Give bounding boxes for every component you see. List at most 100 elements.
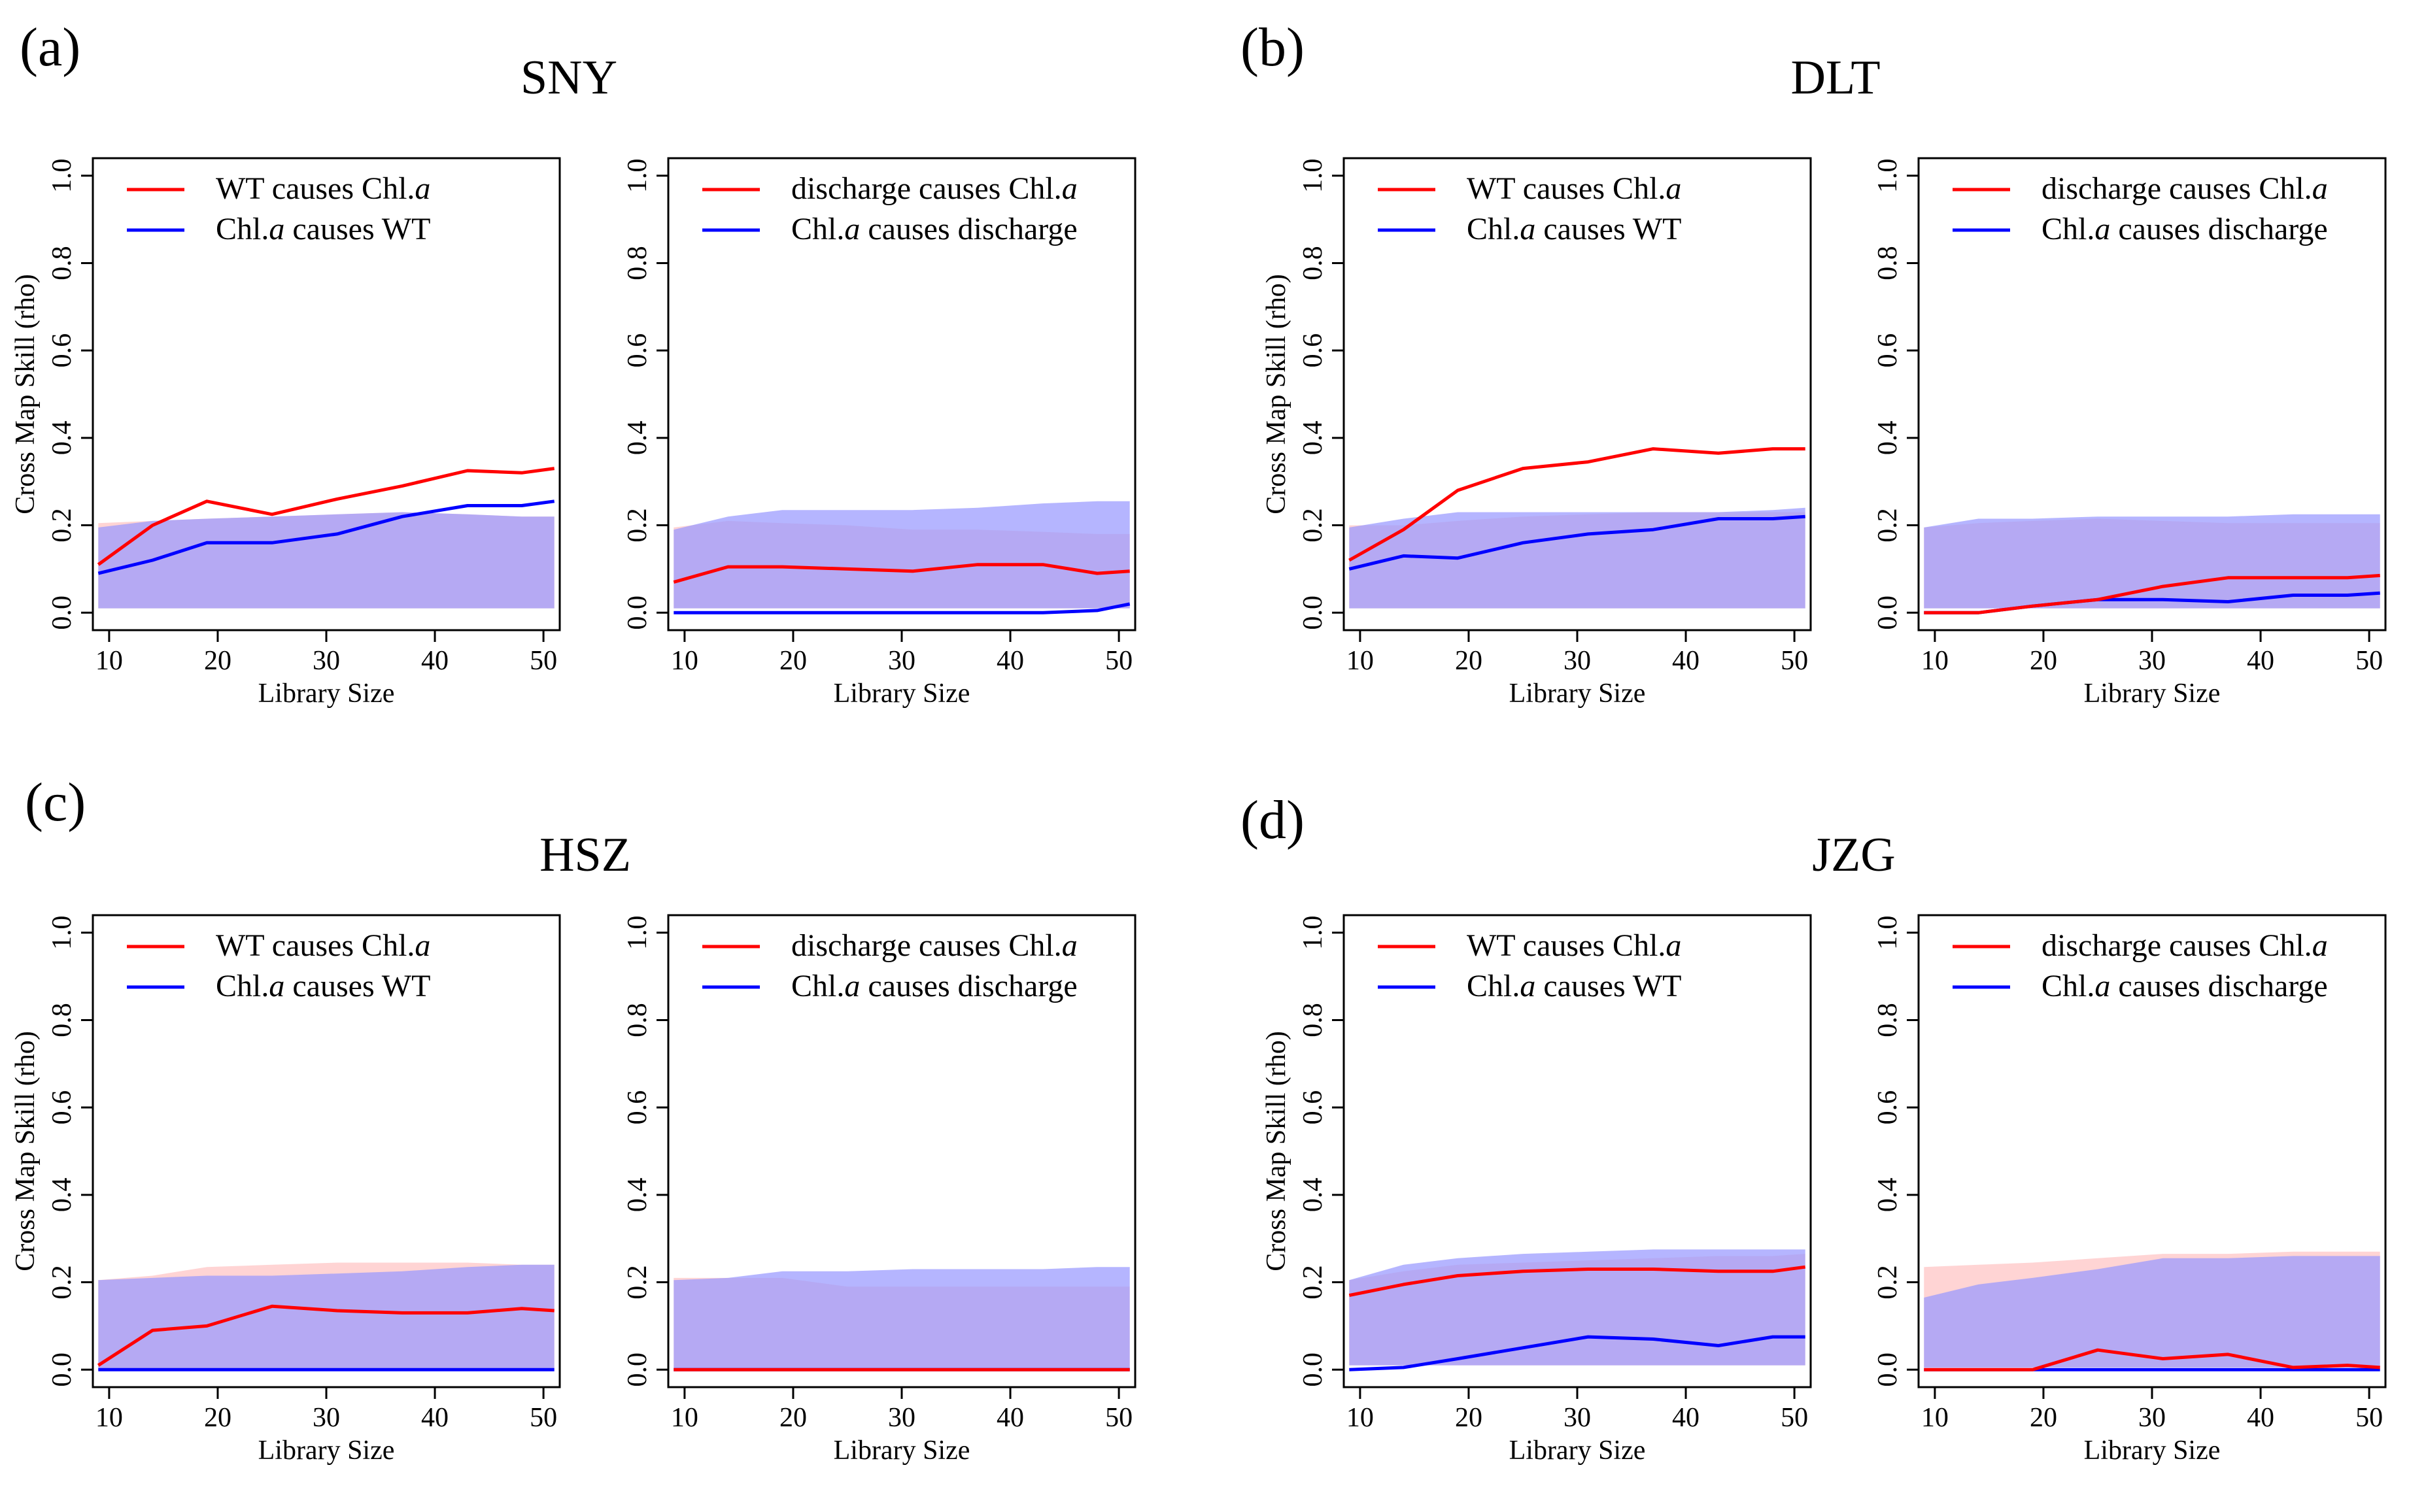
legend-entry: discharge causes Chl.a (2042, 928, 2328, 963)
legend-italic: a (1062, 171, 1078, 206)
legend-text-part: Chl. (362, 928, 415, 963)
x-tick-label: 30 (2138, 1403, 2166, 1433)
legend-text-part: WT (1633, 969, 1682, 1003)
legend-text-part: WT (1467, 928, 1515, 963)
legend-text-part: Chl. (2259, 928, 2312, 963)
y-tick-label: 0.6 (623, 333, 653, 368)
legend-text-part: causes (911, 928, 1008, 963)
x-tick-label: 10 (1921, 646, 1949, 676)
y-tick-label: 0.4 (623, 1178, 653, 1213)
panel-label: (d) (1240, 790, 1305, 850)
series-line-red (1924, 1348, 2380, 1371)
y-tick-label: 0.2 (1298, 508, 1328, 543)
x-tick-label: 50 (530, 1403, 557, 1433)
legend-text-part: Chl. (216, 969, 269, 1003)
legend-text-part: discharge (791, 928, 911, 963)
y-tick-label: 0.2 (1873, 508, 1903, 543)
legend-italic: a (1062, 928, 1078, 963)
legend-text-part: Chl. (1467, 212, 1520, 246)
y-tick-label: 1.0 (623, 158, 653, 193)
subplot-1-1: 10 20 30 40 50 0.0 0.2 0.4 0.6 0.8 1.0 Library Size… (1873, 157, 2387, 709)
legend-text-part: Chl. (2042, 212, 2094, 246)
y-tick-label: 0.6 (1298, 333, 1328, 368)
legend-text-part: causes (2161, 171, 2259, 206)
legend-italic: a (2312, 171, 2328, 206)
legend-entry: Chl.a causes WT (216, 212, 430, 246)
site-title: DLT (1790, 51, 1880, 105)
legend-text-part: causes (284, 969, 381, 1003)
series-line-red (1348, 447, 1805, 562)
x-tick-label: 50 (2355, 1403, 2383, 1433)
y-axis-title: Cross Map Skill (rho) (10, 274, 41, 514)
x-tick-label: 50 (1781, 1403, 1808, 1433)
legend-text-part: causes (284, 212, 381, 246)
legend-text-part: discharge (791, 171, 911, 206)
legend-text-part: Chl. (1467, 969, 1520, 1003)
band-blue (1924, 1256, 2380, 1368)
y-tick-label: 0.2 (1873, 1265, 1903, 1300)
y-tick-label: 0.0 (47, 1352, 77, 1387)
x-tick-label: 30 (2138, 646, 2166, 676)
legend-italic: a (844, 212, 860, 246)
y-tick-label: 1.0 (47, 915, 77, 950)
legend-entry: Chl.a causes discharge (791, 969, 1078, 1003)
x-tick-label: 40 (1672, 1403, 1700, 1433)
y-tick-label: 0.0 (623, 1352, 653, 1387)
legend-text-part: causes (860, 969, 957, 1003)
series-line-blue (97, 499, 555, 575)
subplot-2-1: 10 20 30 40 50 0.0 0.2 0.4 0.6 0.8 1.0 Library Size… (623, 914, 1136, 1466)
legend-text-part: discharge (958, 969, 1078, 1003)
y-tick-label: 1.0 (1873, 158, 1903, 193)
x-tick-label: 10 (1921, 1403, 1949, 1433)
y-tick-label: 0.0 (1298, 596, 1328, 630)
x-tick-label: 10 (1346, 646, 1374, 676)
y-axis-title: Cross Map Skill (rho) (1261, 274, 1291, 514)
x-axis-title: Library Size (1509, 1436, 1646, 1466)
legend-italic: a (844, 969, 860, 1003)
band-blue (674, 501, 1130, 609)
y-tick-label: 0.0 (1873, 596, 1903, 630)
x-tick-label: 20 (779, 1403, 807, 1433)
x-tick-label: 20 (779, 646, 807, 676)
y-tick-label: 0.0 (1298, 1352, 1328, 1387)
y-axis-title: Cross Map Skill (rho) (1261, 1031, 1291, 1271)
y-tick-label: 0.2 (623, 1265, 653, 1300)
y-tick-label: 0.2 (1298, 1265, 1328, 1300)
y-axis-title: Cross Map Skill (rho) (10, 1031, 41, 1271)
legend-italic: a (2312, 928, 2328, 963)
x-tick-label: 50 (2355, 646, 2383, 676)
y-tick-label: 0.6 (47, 1090, 77, 1125)
legend-entry: Chl.a causes discharge (2042, 969, 2328, 1003)
series-line-blue (674, 602, 1131, 614)
plot-area (673, 501, 1131, 614)
x-tick-label: 40 (997, 646, 1024, 676)
legend-text-part: Chl. (2042, 969, 2094, 1003)
x-tick-label: 10 (1346, 1403, 1374, 1433)
legend-entry: WT causes Chl.a (216, 928, 430, 963)
legend-text-part: Chl. (791, 212, 844, 246)
site-title: SNY (521, 51, 617, 105)
x-tick-label: 20 (1455, 646, 1482, 676)
legend-text-part: Chl. (2259, 171, 2312, 206)
legend-text-part: causes (1515, 171, 1613, 206)
y-tick-label: 0.8 (47, 1003, 77, 1037)
plot-area (1924, 514, 2380, 614)
plot-area (97, 1262, 555, 1371)
x-tick-label: 40 (2247, 646, 2274, 676)
y-tick-label: 0.6 (1298, 1090, 1328, 1125)
legend-text-part: WT (382, 212, 431, 246)
legend-entry: WT causes Chl.a (1467, 171, 1681, 206)
x-tick-label: 50 (1781, 646, 1808, 676)
x-tick-label: 50 (1105, 1403, 1133, 1433)
series-line-red (97, 1304, 555, 1367)
x-axis-title: Library Size (2084, 679, 2221, 709)
legend-text-part: WT (1467, 171, 1515, 206)
legend-text-part: discharge (2042, 928, 2161, 963)
legend-text-part: Chl. (791, 969, 844, 1003)
legend-entry: Chl.a causes discharge (791, 212, 1078, 246)
band-blue (674, 1267, 1130, 1370)
y-tick-label: 0.4 (1873, 1178, 1903, 1213)
x-tick-label: 40 (1672, 646, 1700, 676)
y-tick-label: 1.0 (623, 915, 653, 950)
legend-entry: WT causes Chl.a (216, 171, 430, 206)
